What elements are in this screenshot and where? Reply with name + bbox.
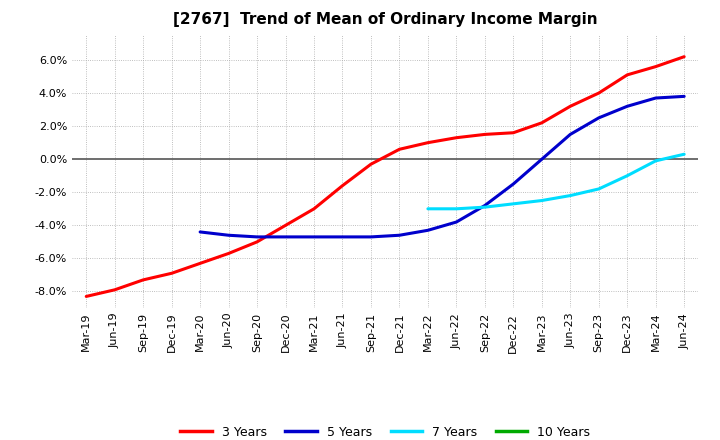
Legend: 3 Years, 5 Years, 7 Years, 10 Years: 3 Years, 5 Years, 7 Years, 10 Years [176,421,595,440]
Title: [2767]  Trend of Mean of Ordinary Income Margin: [2767] Trend of Mean of Ordinary Income … [173,12,598,27]
